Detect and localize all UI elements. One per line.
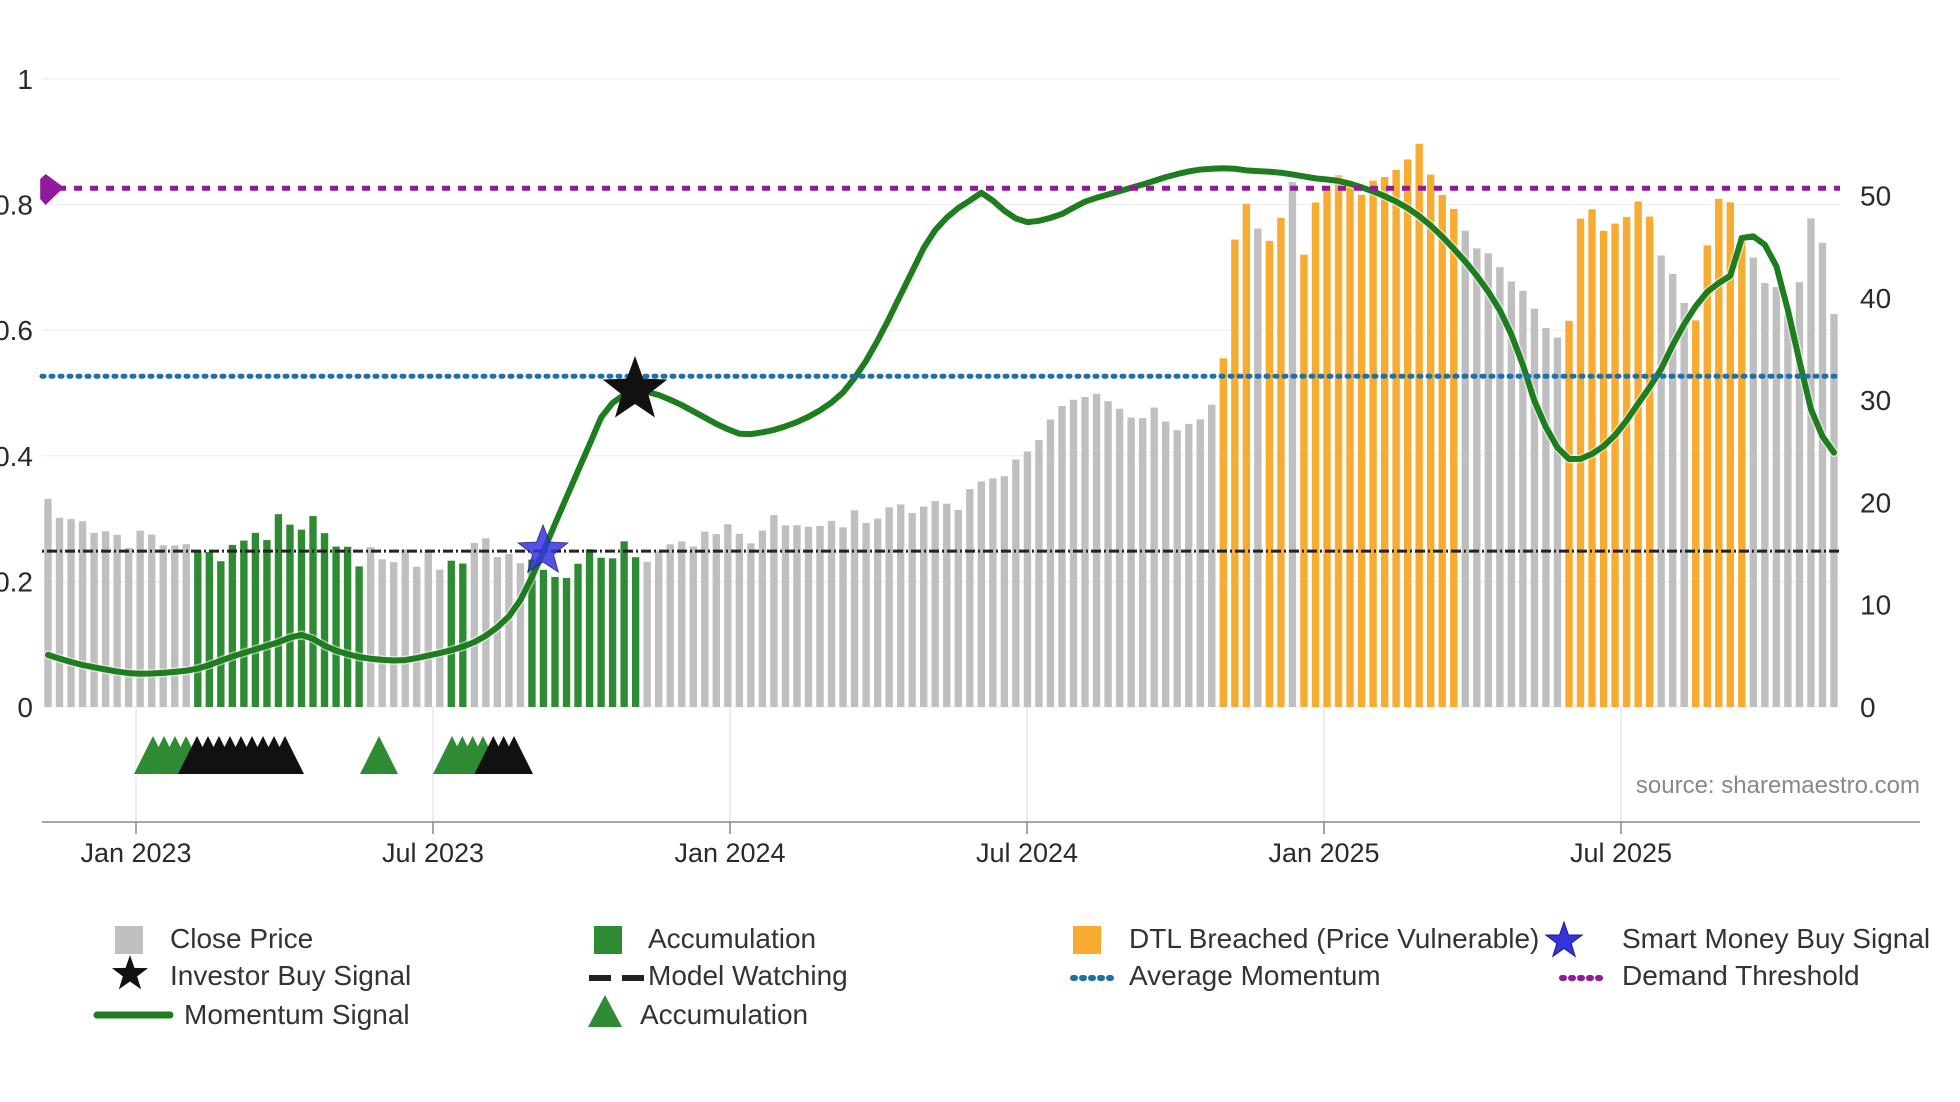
svg-text:50: 50 — [1860, 181, 1891, 212]
svg-text:1: 1 — [17, 64, 33, 95]
svg-text:DTL Breached (Price Vulnerable: DTL Breached (Price Vulnerable) — [1129, 923, 1539, 954]
svg-text:Momentum Signal: Momentum Signal — [184, 999, 410, 1030]
svg-text:10: 10 — [1860, 590, 1891, 621]
svg-text:Demand Threshold: Demand Threshold — [1622, 960, 1860, 991]
svg-text:Average Momentum: Average Momentum — [1129, 960, 1381, 991]
svg-text:Jan 2023: Jan 2023 — [80, 838, 191, 868]
svg-text:0.2: 0.2 — [0, 566, 33, 597]
svg-text:Model Watching: Model Watching — [648, 960, 848, 991]
svg-text:Jan 2024: Jan 2024 — [674, 838, 785, 868]
svg-text:0.8: 0.8 — [0, 190, 33, 221]
svg-text:Close Price: Close Price — [170, 923, 313, 954]
svg-text:40: 40 — [1860, 283, 1891, 314]
svg-text:20: 20 — [1860, 487, 1891, 518]
svg-text:Jul 2024: Jul 2024 — [976, 838, 1078, 868]
svg-text:0: 0 — [1860, 692, 1876, 723]
svg-text:Jul 2025: Jul 2025 — [1570, 838, 1672, 868]
svg-text:Jul 2023: Jul 2023 — [382, 838, 484, 868]
svg-text:Accumulation: Accumulation — [648, 923, 816, 954]
svg-text:0.6: 0.6 — [0, 315, 33, 346]
svg-text:source: sharemaestro.com: source: sharemaestro.com — [1636, 772, 1920, 799]
svg-text:Investor Buy Signal: Investor Buy Signal — [170, 960, 411, 991]
svg-text:Accumulation: Accumulation — [640, 999, 808, 1030]
svg-text:Jan 2025: Jan 2025 — [1268, 838, 1379, 868]
svg-text:0: 0 — [17, 692, 33, 723]
svg-text:Smart Money Buy Signal: Smart Money Buy Signal — [1622, 923, 1930, 954]
svg-text:0.4: 0.4 — [0, 441, 33, 472]
svg-text:30: 30 — [1860, 385, 1891, 416]
